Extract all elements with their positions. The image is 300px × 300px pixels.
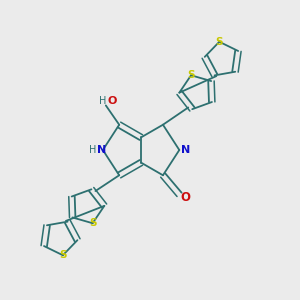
Text: S: S — [216, 37, 223, 47]
Text: N: N — [181, 145, 190, 155]
Text: H: H — [99, 96, 106, 106]
Text: H: H — [89, 145, 96, 155]
Text: S: S — [89, 218, 96, 228]
Text: O: O — [181, 191, 191, 204]
Text: O: O — [108, 96, 117, 106]
Text: S: S — [59, 250, 67, 260]
Text: S: S — [187, 70, 195, 80]
Text: N: N — [97, 145, 106, 155]
